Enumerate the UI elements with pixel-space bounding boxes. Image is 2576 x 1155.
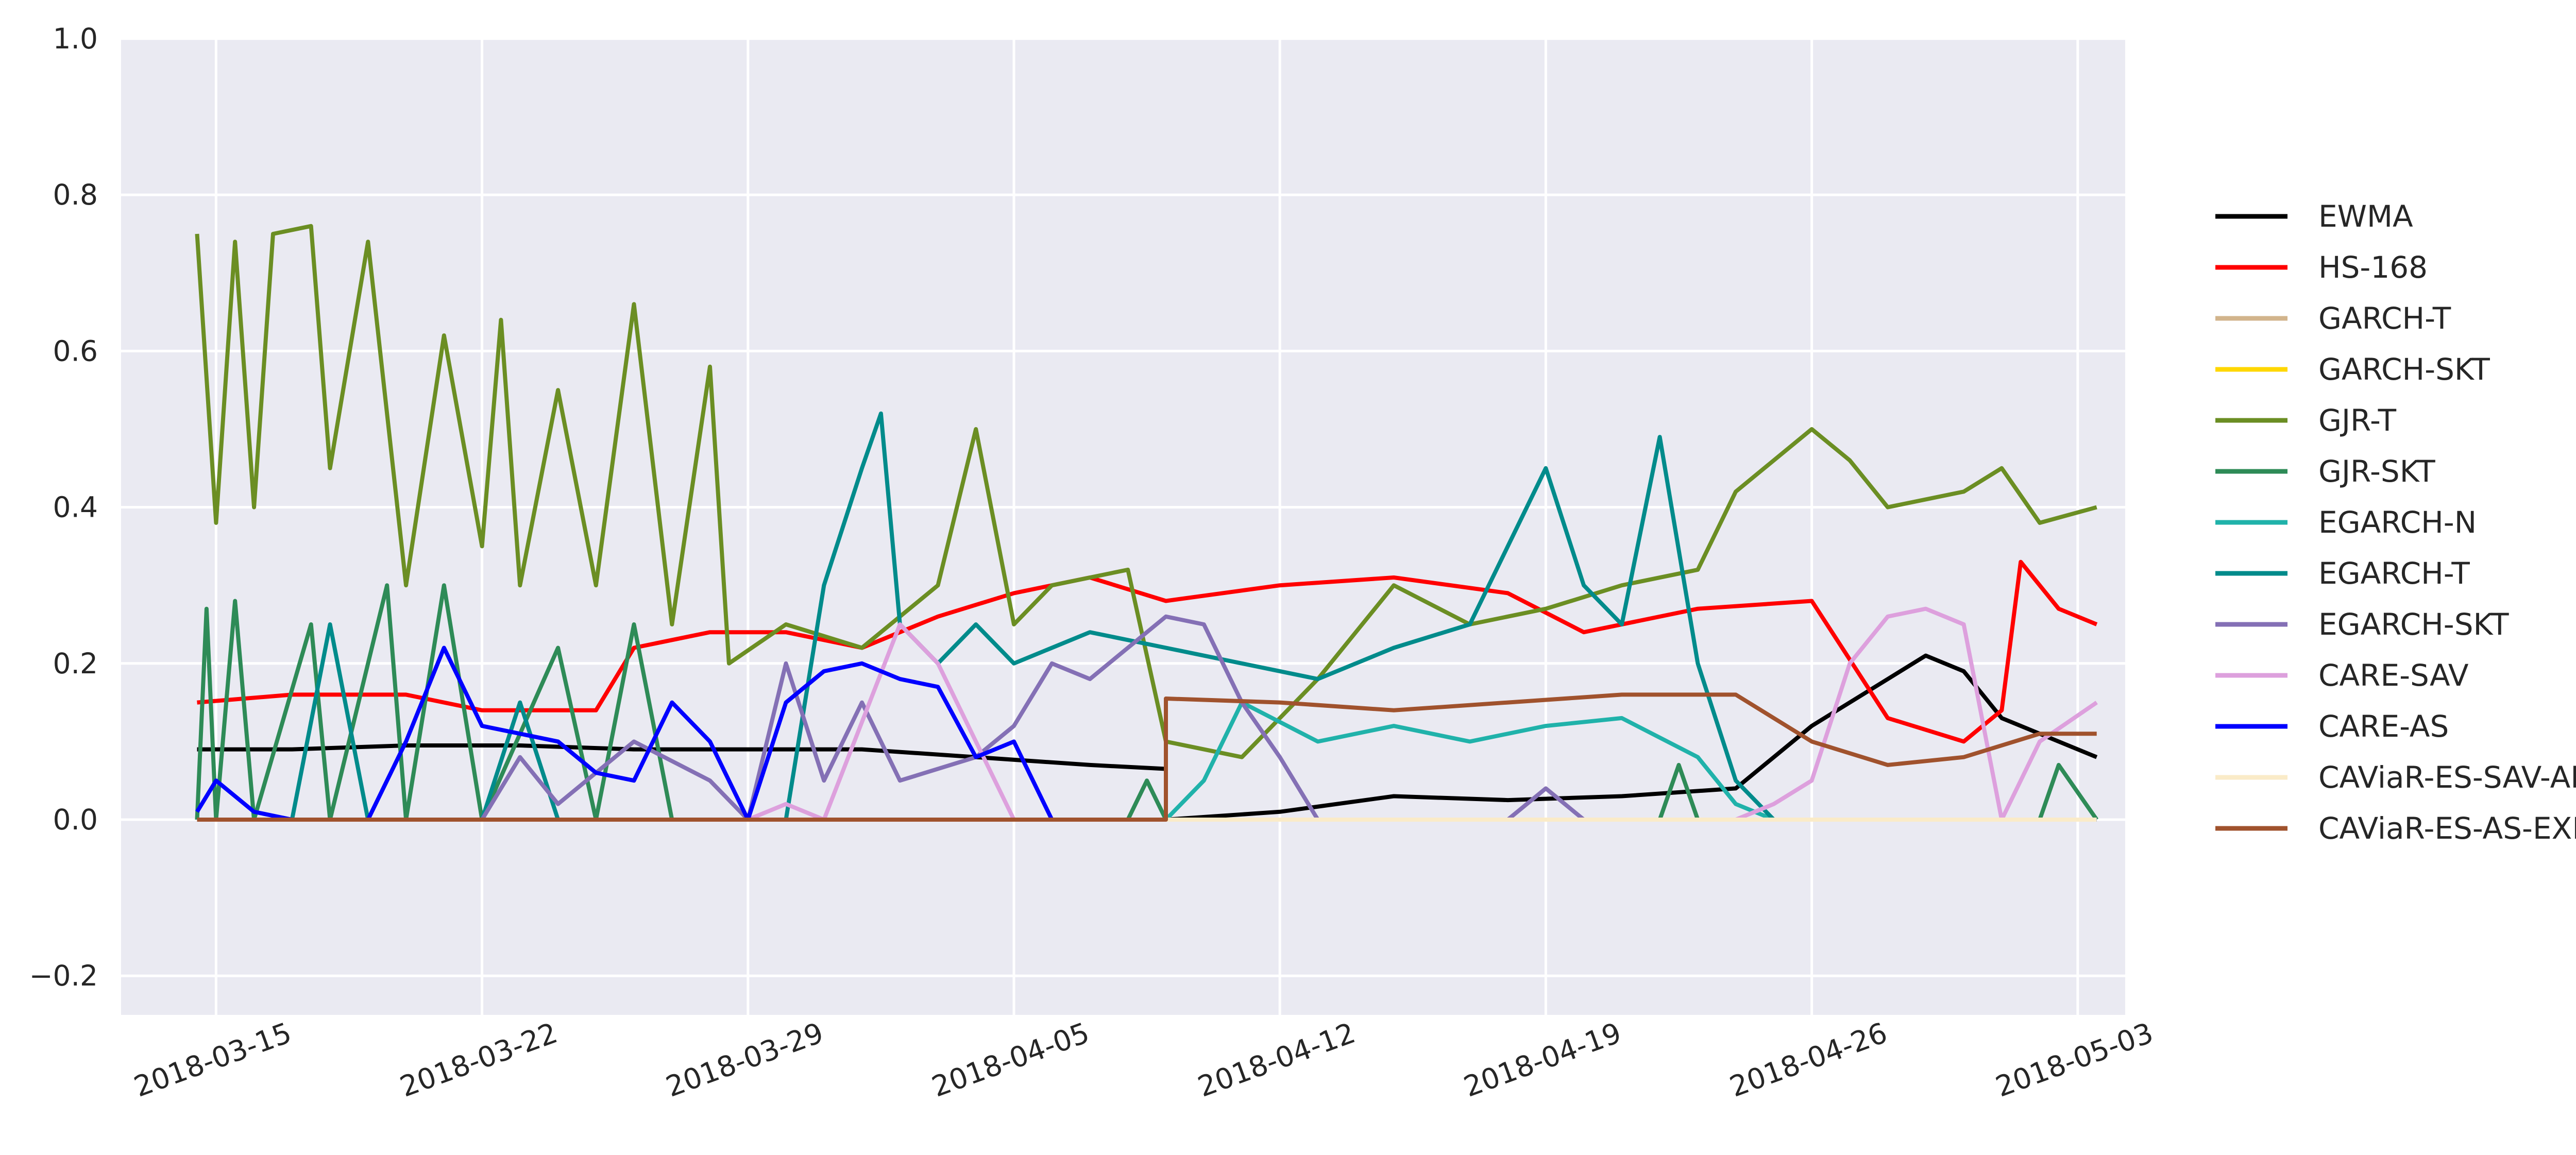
y-axis-tick-labels: −0.2 0.0 0.2 0.4 0.6 0.8 1.0 — [29, 22, 98, 992]
series-line-ewma — [197, 653, 2098, 822]
y-tick-label: 0.6 — [53, 334, 98, 367]
series-lines — [195, 224, 2098, 822]
legend-label: CARE-SAV — [2318, 658, 2469, 693]
legend-label: HS-168 — [2318, 250, 2428, 285]
legend-label: GARCH-T — [2318, 301, 2451, 336]
legend: EWMA HS-168 GARCH-T GARCH-SKT GJR-T GJR-SKT EG… — [2215, 199, 2576, 846]
y-tick-label: 0.8 — [53, 178, 98, 211]
series-line-care-sav — [197, 606, 2098, 822]
legend-label: GARCH-SKT — [2318, 352, 2490, 387]
legend-label: EWMA — [2318, 199, 2413, 234]
y-tick-label: 0.2 — [53, 647, 98, 680]
legend-label: EGARCH-T — [2318, 556, 2470, 591]
y-tick-label: 1.0 — [53, 22, 98, 55]
series-line-gjr-skt — [195, 583, 2098, 822]
series-line-hs-168 — [197, 559, 2098, 744]
y-tick-label: 0.0 — [53, 803, 98, 836]
legend-label: CAViaR-ES-AS-EXP — [2318, 811, 2576, 846]
series-line-egarch-n — [197, 700, 2097, 822]
legend-label: EGARCH-N — [2318, 505, 2477, 540]
series-line-caviar-es-as-exp — [197, 692, 2097, 822]
y-tick-label: −0.2 — [29, 959, 98, 992]
series-line-egarch-t — [197, 411, 2097, 822]
y-tick-label: 0.4 — [53, 491, 98, 524]
plot-area — [121, 39, 2125, 1015]
legend-label: CARE-AS — [2318, 709, 2449, 744]
legend-label: EGARCH-SKT — [2318, 607, 2509, 642]
legend-label: GJR-T — [2318, 403, 2397, 438]
legend-label: CAViaR-ES-SAV-AR — [2318, 760, 2576, 795]
legend-label: GJR-SKT — [2318, 454, 2435, 489]
